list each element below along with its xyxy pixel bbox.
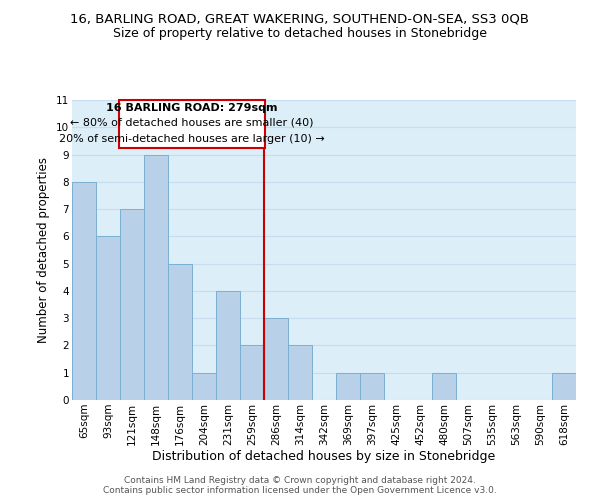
Bar bbox=[264, 318, 288, 400]
FancyBboxPatch shape bbox=[119, 100, 265, 148]
Bar bbox=[552, 372, 576, 400]
X-axis label: Distribution of detached houses by size in Stonebridge: Distribution of detached houses by size … bbox=[152, 450, 496, 464]
Text: ← 80% of detached houses are smaller (40): ← 80% of detached houses are smaller (40… bbox=[70, 118, 314, 128]
Text: 20% of semi-detached houses are larger (10) →: 20% of semi-detached houses are larger (… bbox=[59, 134, 325, 143]
Bar bbox=[144, 154, 168, 400]
Text: Contains HM Land Registry data © Crown copyright and database right 2024.: Contains HM Land Registry data © Crown c… bbox=[124, 476, 476, 485]
Bar bbox=[168, 264, 192, 400]
Y-axis label: Number of detached properties: Number of detached properties bbox=[37, 157, 50, 343]
Bar bbox=[336, 372, 360, 400]
Text: 16, BARLING ROAD, GREAT WAKERING, SOUTHEND-ON-SEA, SS3 0QB: 16, BARLING ROAD, GREAT WAKERING, SOUTHE… bbox=[71, 12, 530, 26]
Bar bbox=[192, 372, 216, 400]
Text: 16 BARLING ROAD: 279sqm: 16 BARLING ROAD: 279sqm bbox=[106, 102, 278, 113]
Bar bbox=[120, 209, 144, 400]
Bar bbox=[288, 346, 312, 400]
Text: Contains public sector information licensed under the Open Government Licence v3: Contains public sector information licen… bbox=[103, 486, 497, 495]
Bar bbox=[72, 182, 96, 400]
Bar bbox=[240, 346, 264, 400]
Bar bbox=[432, 372, 456, 400]
Bar bbox=[360, 372, 384, 400]
Bar bbox=[216, 291, 240, 400]
Bar bbox=[96, 236, 120, 400]
Text: Size of property relative to detached houses in Stonebridge: Size of property relative to detached ho… bbox=[113, 28, 487, 40]
